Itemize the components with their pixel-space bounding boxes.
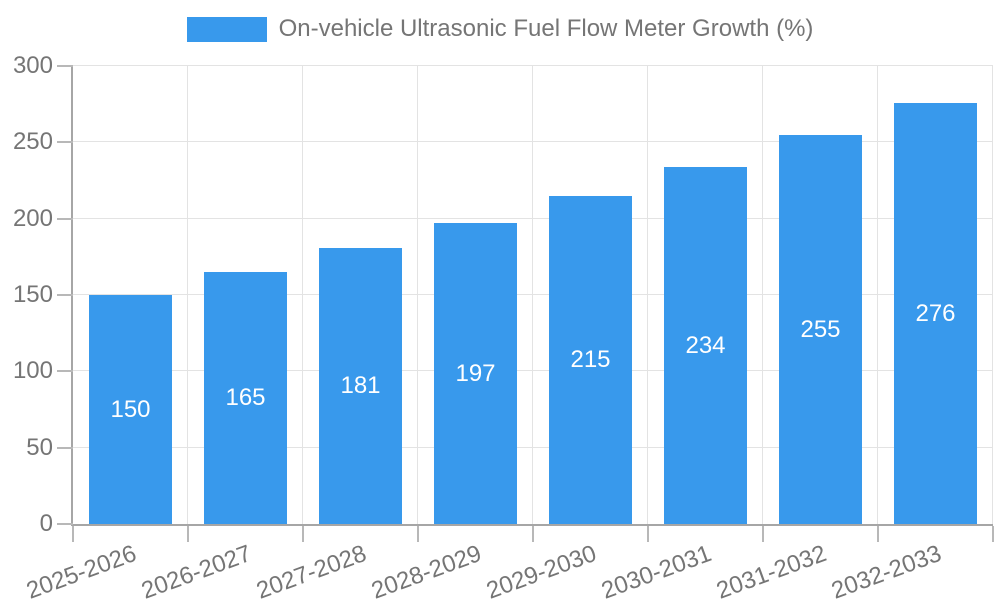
y-axis-tick-label: 300 [12, 52, 53, 79]
x-axis-tick-label: 2028-2029 [367, 540, 485, 605]
bar-value-label: 165 [225, 384, 266, 411]
h-gridline [73, 447, 993, 448]
h-gridline [73, 294, 993, 295]
y-axis-tick-label: 50 [26, 434, 53, 461]
h-gridline [73, 218, 993, 219]
h-gridline [73, 370, 993, 371]
y-tick-mark [57, 141, 73, 143]
x-tick-mark [417, 526, 419, 542]
bar: 181 [319, 248, 402, 524]
x-tick-mark [877, 526, 879, 542]
bar-value-label: 181 [340, 372, 381, 399]
h-gridline [73, 141, 993, 142]
bar-value-label: 197 [455, 359, 496, 387]
bar: 234 [664, 167, 747, 524]
chart-legend[interactable]: On-vehicle Ultrasonic Fuel Flow Meter Gr… [0, 14, 1000, 44]
bar-value-label: 255 [800, 315, 841, 343]
legend-label: On-vehicle Ultrasonic Fuel Flow Meter Gr… [278, 15, 814, 42]
x-tick-mark [762, 526, 764, 542]
x-axis-tick-label: 2027-2028 [252, 540, 370, 605]
x-axis-label-anchor: 2030-2031 [591, 540, 715, 605]
x-tick-mark [72, 526, 74, 542]
x-axis-tick-label: 2026-2027 [137, 540, 255, 605]
v-gridline [992, 66, 993, 524]
bar-value-label: 276 [915, 299, 956, 327]
bar: 197 [434, 223, 517, 524]
x-axis-label-anchor: 2028-2029 [361, 540, 485, 605]
x-tick-mark [187, 526, 189, 542]
y-tick-mark [57, 370, 73, 372]
y-axis-tick-label: 150 [12, 281, 53, 308]
y-tick-mark [57, 65, 73, 67]
x-tick-mark [992, 526, 994, 542]
x-axis-tick-label: 2031-2032 [712, 540, 830, 605]
v-gridline [302, 66, 303, 524]
bar: 276 [894, 103, 977, 524]
bar: 215 [549, 196, 632, 524]
y-axis-tick-label: 0 [39, 510, 53, 537]
bar: 255 [779, 135, 862, 524]
x-axis-label-anchor: 2032-2033 [821, 540, 945, 605]
v-gridline [532, 66, 533, 524]
bar-value-label: 215 [570, 346, 611, 373]
y-tick-mark [57, 294, 73, 296]
y-tick-mark [57, 218, 73, 220]
y-tick-mark [57, 523, 73, 525]
x-tick-mark [647, 526, 649, 542]
x-tick-mark [302, 526, 304, 542]
x-axis-tick-label: 2030-2031 [597, 540, 715, 605]
x-axis-label-anchor: 2031-2032 [706, 540, 830, 605]
v-gridline [647, 66, 648, 524]
bar-value-label: 234 [685, 331, 726, 359]
x-axis-label-anchor: 2027-2028 [246, 540, 370, 605]
x-tick-mark [532, 526, 534, 542]
x-axis-tick-label: 2032-2033 [827, 540, 945, 605]
v-gridline [877, 66, 878, 524]
legend-swatch [186, 16, 267, 42]
bar-value-label: 150 [110, 395, 151, 423]
x-axis-label-anchor: 2029-2030 [476, 540, 600, 605]
x-axis-label-anchor: 2026-2027 [131, 540, 255, 605]
y-axis-tick-label: 250 [12, 128, 53, 155]
y-axis-tick-label: 100 [12, 357, 53, 384]
x-axis-label-anchor: 2025-2026 [16, 540, 140, 605]
x-axis-tick-label: 2029-2030 [482, 540, 600, 605]
bar: 165 [204, 272, 287, 524]
plot-area: 150 165 181 197 215 234 255 276 [71, 65, 993, 526]
v-gridline [187, 66, 188, 524]
y-axis-tick-label: 200 [12, 205, 53, 232]
bar: 150 [89, 295, 172, 524]
v-gridline [762, 66, 763, 524]
y-tick-mark [57, 447, 73, 449]
h-gridline [73, 65, 993, 66]
v-gridline [417, 66, 418, 524]
x-axis-tick-label: 2025-2026 [22, 540, 140, 605]
